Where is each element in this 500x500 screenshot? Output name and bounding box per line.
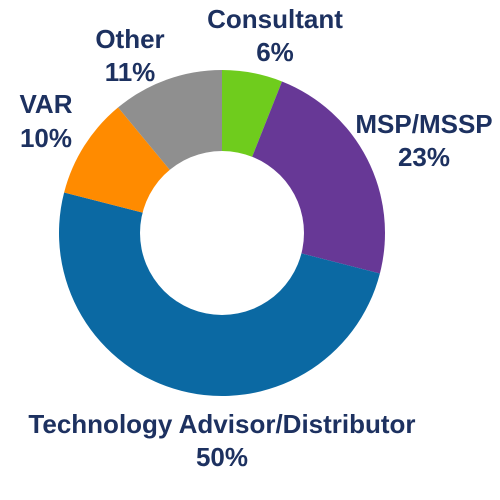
slice-label-consultant-value: 6% xyxy=(256,37,294,67)
slice-label-msp-value: 23% xyxy=(398,142,450,172)
slice-label-msp-name: MSP/MSSP xyxy=(355,109,492,139)
donut-hole xyxy=(140,151,304,315)
slice-label-other-name: Other xyxy=(95,24,164,54)
slice-label-var-value: 10% xyxy=(20,123,72,153)
slice-label-tech-advisor-value: 50% xyxy=(196,442,248,472)
slice-label-consultant-name: Consultant xyxy=(207,4,343,34)
slice-label-var-name: VAR xyxy=(20,89,73,119)
slice-label-other-value: 11% xyxy=(105,57,156,87)
slice-label-tech-advisor-name: Technology Advisor/Distributor xyxy=(28,409,415,439)
